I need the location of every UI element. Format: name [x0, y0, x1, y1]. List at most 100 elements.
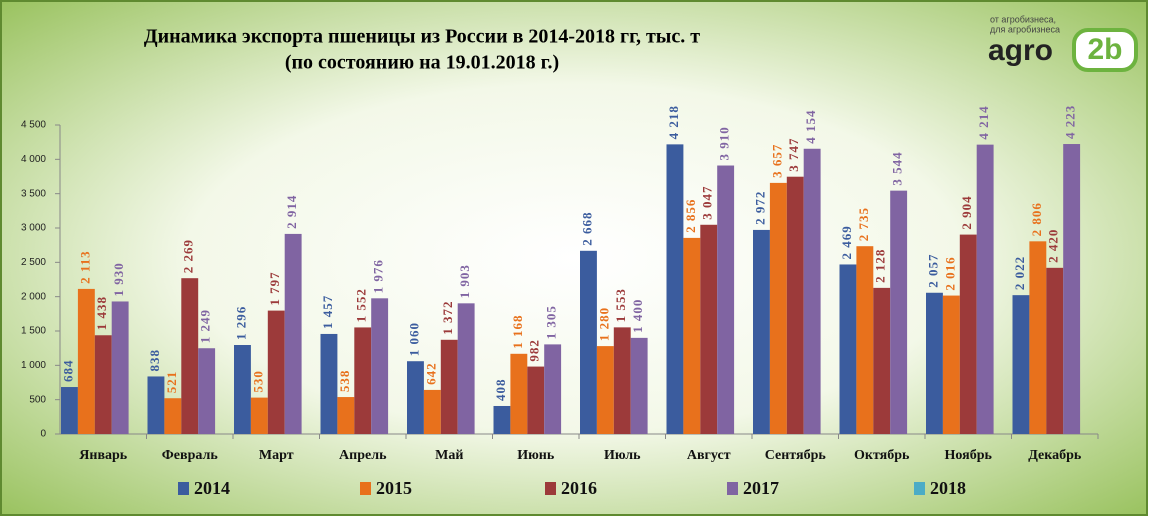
bar	[320, 333, 338, 434]
x-tick-label: Август	[687, 448, 731, 463]
y-tick-label: 3 000	[21, 223, 46, 234]
bar	[371, 298, 389, 434]
bar	[284, 233, 302, 434]
value-label: 2 856	[683, 199, 698, 233]
legend-swatch	[727, 482, 738, 495]
bar	[250, 397, 268, 434]
y-tick-label: 1 000	[21, 360, 46, 371]
value-label: 838	[147, 349, 162, 372]
value-label: 2 113	[77, 250, 92, 284]
value-label: 2 735	[856, 207, 871, 241]
value-label: 642	[423, 362, 438, 385]
bar	[164, 398, 182, 434]
value-label: 1 296	[233, 306, 248, 340]
value-label: 1 438	[94, 296, 109, 330]
legend-label: 2016	[561, 478, 597, 498]
value-label: 3 544	[890, 151, 905, 185]
x-tick-label: Октябрь	[854, 448, 910, 463]
bar	[234, 345, 251, 434]
value-label: 1 457	[320, 295, 335, 329]
y-tick-label: 0	[40, 429, 46, 440]
bar	[683, 237, 701, 434]
legend-label: 2015	[376, 478, 412, 498]
value-label: 1 060	[406, 322, 421, 356]
legend-label: 2018	[930, 478, 966, 498]
y-tick-label: 4 000	[21, 154, 46, 165]
y-tick-label: 1 500	[21, 326, 46, 337]
bar	[873, 287, 891, 434]
value-label: 3 747	[786, 137, 801, 171]
bar	[198, 348, 216, 434]
logo: от агробизнеса, для агробизнеса agro 2b	[988, 14, 1138, 72]
logo-box	[1072, 28, 1138, 72]
bar	[717, 165, 735, 434]
bar	[61, 387, 78, 434]
bar	[337, 397, 355, 434]
bar	[544, 344, 562, 434]
value-label: 1 400	[630, 299, 645, 333]
value-label: 408	[493, 378, 508, 401]
y-tick-label: 500	[29, 394, 46, 405]
value-label: 684	[60, 360, 75, 383]
bar	[803, 148, 821, 434]
value-label: 1 797	[267, 271, 282, 305]
value-label: 1 372	[440, 301, 455, 335]
x-tick-label: Март	[259, 448, 294, 463]
bar	[942, 295, 960, 434]
value-label: 1 280	[596, 307, 611, 341]
x-tick-label: Май	[435, 448, 463, 463]
x-tick-label: Июнь	[517, 448, 555, 463]
legend-swatch	[914, 482, 925, 495]
bar	[856, 246, 874, 434]
x-tick-label: Ноябрь	[945, 448, 993, 463]
value-label: 4 218	[666, 105, 681, 139]
bar	[1046, 267, 1064, 434]
bar	[890, 190, 908, 434]
bar	[1063, 144, 1081, 434]
bar	[976, 144, 994, 434]
value-label: 2 016	[942, 256, 957, 290]
legend-label: 2014	[194, 478, 230, 498]
value-label: 538	[337, 370, 352, 393]
y-tick-label: 2 000	[21, 291, 46, 302]
value-label: 3 047	[700, 186, 715, 220]
bar	[267, 310, 285, 434]
bar	[839, 264, 857, 434]
bar	[926, 292, 943, 434]
value-label: 1 552	[354, 288, 369, 322]
bar	[510, 353, 528, 434]
bar	[786, 176, 804, 434]
bar	[613, 327, 631, 434]
x-tick-label: Январь	[79, 448, 128, 463]
bar	[457, 303, 475, 434]
bar	[769, 182, 787, 434]
value-label: 2 668	[579, 212, 594, 246]
chart-subtitle: (по состоянию на 19.01.2018 г.)	[285, 52, 559, 74]
bar	[959, 234, 977, 434]
legend-swatch	[545, 482, 556, 495]
value-label: 2 972	[752, 191, 767, 225]
value-label: 2 269	[181, 239, 196, 273]
bar	[753, 229, 770, 434]
bar	[630, 337, 648, 434]
bar	[596, 346, 614, 434]
value-label: 982	[527, 339, 542, 362]
value-label: 2 469	[839, 225, 854, 259]
value-label: 2 022	[1012, 256, 1027, 290]
y-tick-label: 4 500	[21, 120, 46, 131]
bar	[354, 327, 372, 434]
value-label: 1 976	[371, 259, 386, 293]
value-label: 3 657	[769, 144, 784, 178]
bar	[94, 335, 112, 434]
legend-swatch	[360, 482, 371, 495]
x-tick-label: Апрель	[339, 448, 387, 463]
value-label: 4 154	[803, 110, 818, 144]
bar	[493, 405, 511, 434]
logo-tagline: для агробизнеса	[990, 24, 1060, 34]
value-label: 2 806	[1029, 202, 1044, 236]
bar	[423, 389, 441, 434]
bar	[527, 366, 545, 434]
value-label: 1 930	[111, 262, 126, 296]
bar	[440, 339, 458, 434]
bar	[111, 301, 129, 434]
